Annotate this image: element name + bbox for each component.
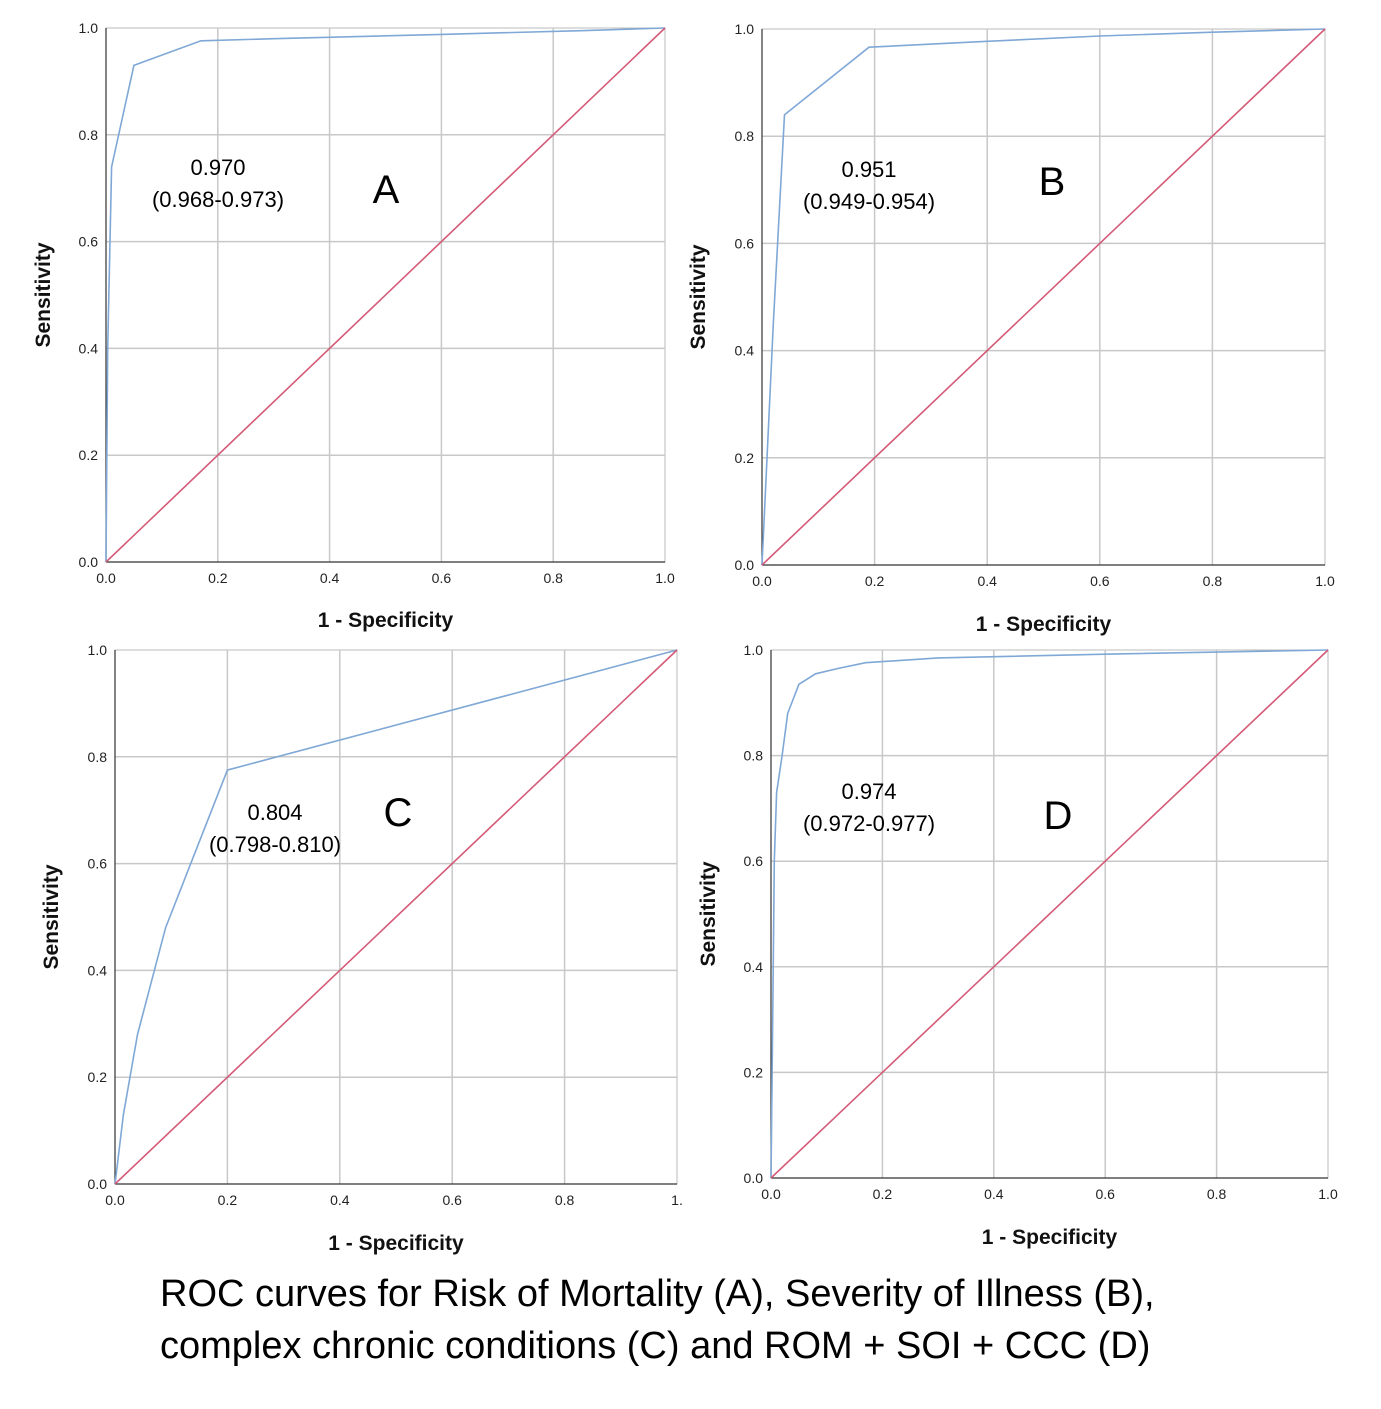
y-tick-label: 0.2 <box>79 447 99 463</box>
x-axis-title: 1 - Specificity <box>976 613 1112 636</box>
x-tick-label: 0.4 <box>330 1192 350 1208</box>
panel-c: 0.0 0.2 0.4 0.6 0.8 1. 0.0 0.2 0.4 0.6 0.8 1.0 1 - S… <box>40 642 683 1255</box>
reference-diagonal-line <box>114 649 678 1185</box>
x-tick-label: 0.4 <box>320 570 340 586</box>
panel-letter-label: A <box>373 168 400 212</box>
auc-value-label: 0.974 <box>841 779 896 804</box>
x-tick-label: 0.8 <box>1203 573 1223 589</box>
panel-a: 0.0 0.2 0.4 0.6 0.8 1.0 0.0 0.2 0.4 0.6 0.8 1.0 1 - … <box>32 20 675 632</box>
x-tick-label: 0.6 <box>1090 573 1110 589</box>
x-tick-label: 0.2 <box>873 1186 893 1202</box>
panel-letter-label: B <box>1039 160 1066 204</box>
y-tick-label: 0.8 <box>735 128 755 144</box>
x-tick-label: 1.0 <box>1315 573 1335 589</box>
auc-ci-label: (0.968-0.973) <box>152 187 284 212</box>
x-tick-label: 0.2 <box>208 570 228 586</box>
y-tick-label: 0.6 <box>735 235 755 251</box>
y-tick-label: 0.8 <box>79 127 99 143</box>
y-tick-label: 0.8 <box>744 748 764 764</box>
roc-curve-line <box>770 649 1329 1179</box>
x-tick-label: 0.0 <box>752 573 772 589</box>
auc-ci-label: (0.949-0.954) <box>803 189 935 214</box>
y-tick-label: 0.0 <box>744 1170 764 1186</box>
x-tick-label: 1.0 <box>1318 1186 1338 1202</box>
y-axis-title: Sensitivity <box>697 861 720 966</box>
x-tick-label: 0.0 <box>761 1186 781 1202</box>
panel-d: 0.0 0.2 0.4 0.6 0.8 1.0 0.0 0.2 0.4 0.6 0.8 1.0 1 - … <box>697 642 1338 1249</box>
x-tick-label: 0.8 <box>1207 1186 1227 1202</box>
y-tick-label: 0.2 <box>744 1064 764 1080</box>
panel-letter-label: D <box>1044 794 1073 838</box>
reference-diagonal-line <box>770 649 1329 1179</box>
y-tick-label: 0.6 <box>88 856 108 872</box>
y-tick-label: 0.4 <box>88 962 108 978</box>
reference-diagonal-line <box>105 27 666 563</box>
y-tick-label: 0.8 <box>88 749 108 765</box>
x-tick-label: 0.0 <box>105 1192 125 1208</box>
auc-value-label: 0.970 <box>190 155 245 180</box>
auc-ci-label: (0.972-0.977) <box>803 811 935 836</box>
x-axis-title: 1 - Specificity <box>318 609 454 632</box>
x-tick-label: 0.8 <box>555 1192 575 1208</box>
y-tick-label: 0.6 <box>744 853 764 869</box>
panel-letter-label: C <box>384 791 413 835</box>
x-tick-label: 0.6 <box>432 570 452 586</box>
x-tick-label: 1. <box>671 1192 683 1208</box>
reference-diagonal-line <box>761 28 1326 566</box>
x-axis-title: 1 - Specificity <box>328 1232 464 1255</box>
y-tick-label: 0.0 <box>79 554 99 570</box>
y-tick-label: 0.6 <box>79 234 99 250</box>
y-tick-label: 1.0 <box>735 21 755 37</box>
y-tick-label: 0.4 <box>735 343 755 359</box>
x-tick-label: 1.0 <box>655 570 675 586</box>
x-axis-title: 1 - Specificity <box>982 1226 1118 1249</box>
caption-line-1: ROC curves for Risk of Mortality (A), Se… <box>160 1273 1155 1315</box>
x-tick-label: 0.6 <box>1095 1186 1115 1202</box>
y-tick-label: 0.0 <box>88 1176 108 1192</box>
y-tick-label: 0.0 <box>735 557 755 573</box>
y-tick-label: 1.0 <box>88 642 108 658</box>
roc-curve-line <box>761 28 1326 566</box>
x-tick-label: 0.6 <box>442 1192 462 1208</box>
x-tick-label: 0.0 <box>96 570 116 586</box>
roc-curve-line <box>114 649 678 1185</box>
x-tick-label: 0.4 <box>984 1186 1004 1202</box>
auc-value-label: 0.951 <box>841 157 896 182</box>
x-tick-label: 0.2 <box>865 573 885 589</box>
y-axis-title: Sensitivity <box>687 244 710 349</box>
y-tick-label: 0.4 <box>79 340 99 356</box>
y-axis-title: Sensitivity <box>32 242 55 347</box>
caption-line-2: complex chronic conditions (C) and ROM +… <box>160 1325 1151 1367</box>
y-tick-label: 1.0 <box>744 642 764 658</box>
auc-ci-label: (0.798-0.810) <box>209 832 341 857</box>
y-axis-title: Sensitivity <box>40 864 63 969</box>
y-tick-label: 0.4 <box>744 959 764 975</box>
auc-value-label: 0.804 <box>247 800 302 825</box>
figure-caption: ROC curves for Risk of Mortality (A), Se… <box>160 1268 1360 1372</box>
x-tick-label: 0.2 <box>218 1192 238 1208</box>
y-tick-label: 1.0 <box>79 20 99 36</box>
x-tick-label: 0.4 <box>977 573 997 589</box>
panel-b: 0.0 0.2 0.4 0.6 0.8 1.0 0.0 0.2 0.4 0.6 0.8 1.0 1 - … <box>687 21 1335 636</box>
roc-curve-line <box>105 27 666 563</box>
y-tick-label: 0.2 <box>735 450 755 466</box>
x-tick-label: 0.8 <box>543 570 563 586</box>
y-tick-label: 0.2 <box>88 1069 108 1085</box>
